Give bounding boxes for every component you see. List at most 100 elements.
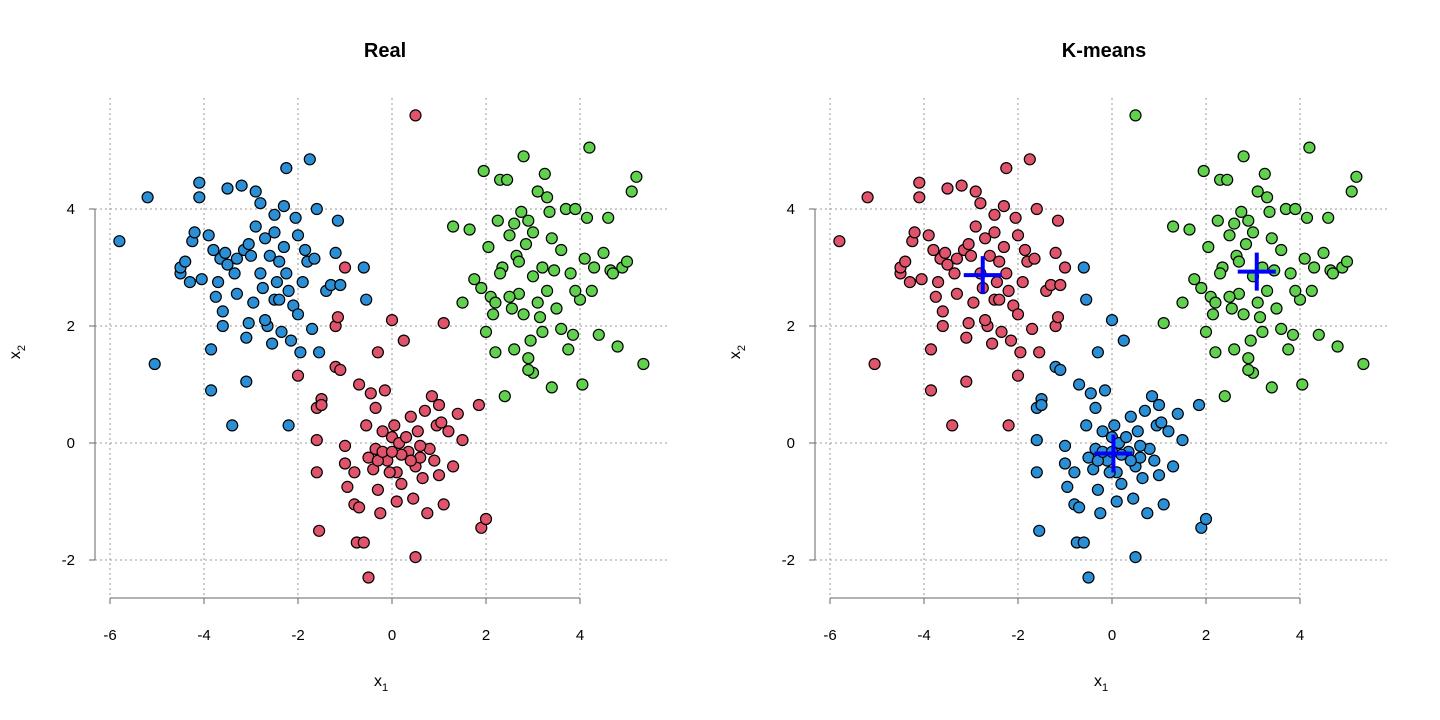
data-point [1110, 495, 1123, 508]
data-point [540, 284, 554, 297]
data-point [1242, 214, 1255, 227]
data-point [1131, 425, 1144, 438]
data-point [1253, 311, 1267, 324]
data-point [1028, 252, 1041, 265]
data-point [1124, 454, 1137, 467]
data-point [948, 267, 961, 280]
data-point [585, 284, 598, 297]
data-point [266, 337, 279, 350]
data-point [941, 182, 954, 195]
data-point [995, 325, 1008, 338]
data-point [1223, 229, 1236, 242]
data-point [969, 185, 982, 198]
data-point [216, 319, 229, 333]
data-point [543, 205, 556, 218]
data-point [576, 378, 589, 391]
data-point [1084, 387, 1097, 400]
data-point [960, 331, 973, 344]
data-point [489, 346, 502, 359]
data-point [950, 252, 964, 265]
data-point [207, 243, 220, 257]
data-point [566, 328, 580, 341]
data-point [228, 267, 241, 280]
y-axis-label: x2 [727, 345, 748, 359]
data-point [899, 255, 912, 268]
data-point [409, 550, 422, 564]
data-point [583, 141, 596, 154]
data-point [270, 276, 283, 289]
data-point [1155, 416, 1168, 429]
data-point [538, 167, 551, 180]
data-point [931, 276, 945, 289]
data-point [240, 331, 253, 344]
data-point [1265, 232, 1278, 245]
data-point [498, 390, 511, 403]
data-point [861, 191, 874, 204]
data-point [1244, 334, 1257, 347]
data-point [969, 220, 982, 233]
data-point [221, 258, 234, 271]
data-point [922, 229, 935, 242]
x-tick-label: -4 [197, 627, 210, 644]
data-point [310, 202, 323, 216]
data-point [299, 243, 312, 257]
y-tick-label: -2 [62, 552, 75, 569]
data-point [280, 162, 293, 175]
data-point [1298, 252, 1311, 265]
data-point [468, 273, 481, 286]
data-point [494, 267, 507, 280]
data-point [1049, 246, 1062, 259]
centroid-marker [1094, 434, 1133, 473]
data-point [524, 334, 537, 347]
data-point [1011, 308, 1025, 321]
data-point [1145, 390, 1159, 403]
data-point [1002, 419, 1015, 432]
data-point [291, 308, 305, 321]
data-point [277, 200, 290, 213]
data-point [235, 179, 248, 192]
data-point [1030, 434, 1043, 447]
data-point [522, 352, 535, 365]
data-point [1357, 357, 1370, 371]
data-point [259, 314, 272, 327]
data-point [562, 343, 575, 356]
data-point [400, 431, 413, 444]
data-point [397, 334, 410, 347]
data-point [1162, 425, 1175, 438]
data-point [1275, 322, 1288, 335]
data-point [249, 220, 262, 233]
y-axis-label: x2 [7, 345, 28, 359]
data-point [540, 191, 554, 204]
data-point [1152, 469, 1166, 482]
data-point [421, 507, 434, 520]
data-point [1202, 240, 1215, 254]
data-point [1228, 343, 1241, 356]
data-point [993, 255, 1006, 268]
data-point [1331, 340, 1344, 353]
data-points [833, 109, 1370, 584]
data-point [1307, 261, 1321, 274]
data-point [463, 223, 476, 236]
data-point [435, 416, 448, 429]
y-tick-label: 2 [787, 318, 795, 335]
data-point [334, 363, 347, 376]
data-point [967, 296, 980, 309]
data-point [1152, 398, 1166, 412]
axes: -6 -4 -2 0 2 4 -2 0 2 4 [62, 201, 585, 644]
data-point [1166, 460, 1180, 473]
chart-title: Real [364, 40, 406, 62]
data-point [273, 293, 286, 306]
data-point [868, 357, 881, 371]
data-point [193, 176, 206, 189]
data-point [1004, 334, 1018, 347]
x-axis-label: x1 [374, 673, 388, 694]
data-point [1171, 407, 1184, 420]
data-point [1223, 290, 1236, 303]
data-point [1030, 466, 1043, 479]
data-point [338, 439, 352, 452]
data-point [1030, 202, 1043, 216]
data-point [1127, 492, 1140, 505]
data-point [988, 226, 1001, 239]
data-point [1082, 571, 1095, 584]
data-point [508, 343, 521, 356]
